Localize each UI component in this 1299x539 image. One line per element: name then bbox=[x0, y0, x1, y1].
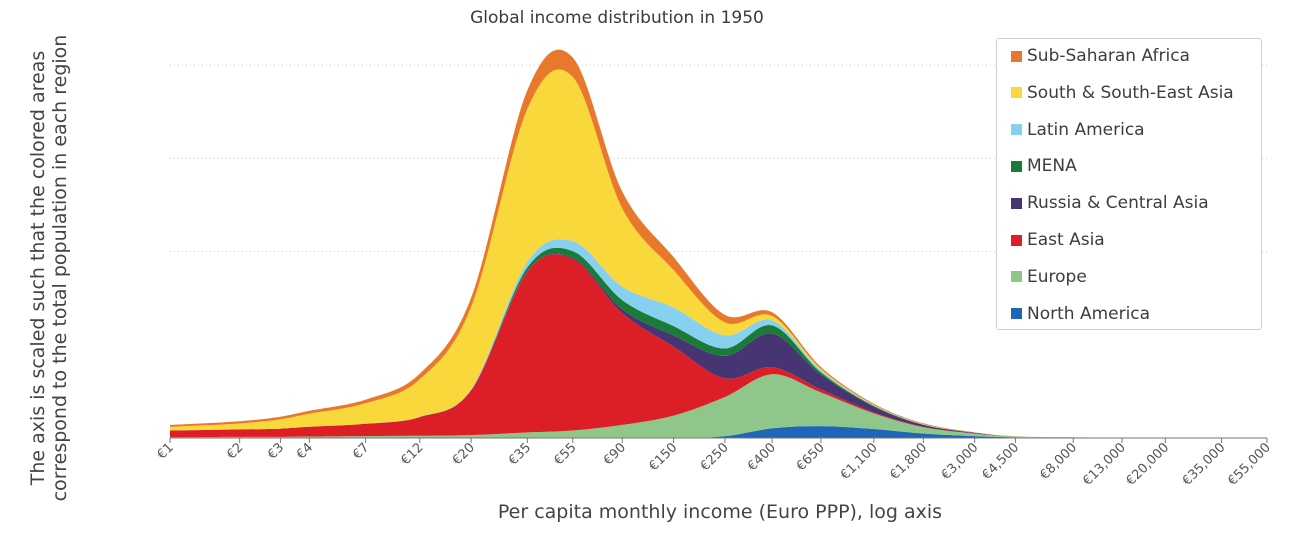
x-tick-label: €13,000 bbox=[1080, 440, 1129, 489]
legend-label: South & South-East Asia bbox=[1027, 82, 1234, 103]
legend-swatch bbox=[1011, 271, 1022, 283]
y-axis-title-line-2: correspond to the total population in ea… bbox=[49, 35, 71, 502]
legend-label: Latin America bbox=[1027, 119, 1145, 140]
x-tick-label: €55 bbox=[551, 440, 579, 468]
legend-label: East Asia bbox=[1027, 230, 1105, 250]
legend-item-europe[interactable]: Europe bbox=[1011, 265, 1087, 289]
x-axis-title: Per capita monthly income (Euro PPP), lo… bbox=[498, 501, 942, 523]
legend-label: North America bbox=[1027, 303, 1151, 324]
x-tick-label: €1,800 bbox=[887, 440, 930, 483]
legend-swatch bbox=[1011, 160, 1022, 172]
legend-label: Sub-Saharan Africa bbox=[1027, 46, 1190, 66]
chart-title: Global income distribution in 1950 bbox=[470, 8, 764, 28]
legend-item-mena[interactable]: MENA bbox=[1011, 154, 1077, 178]
x-axis: €1 €2 €3 €4 €7 €12 €20 €35 €55 €90 €150 €250 €400 €65… bbox=[155, 437, 1274, 489]
legend-swatch bbox=[1011, 234, 1022, 246]
legend-item-sub-saharan-africa[interactable]: Sub-Saharan Africa bbox=[1011, 44, 1190, 68]
y-axis-title: The axis is scaled such that the colored… bbox=[27, 35, 71, 502]
legend-label: Russia & Central Asia bbox=[1027, 193, 1209, 214]
x-tick-label: €4,500 bbox=[979, 440, 1022, 483]
legend-swatch bbox=[1011, 197, 1022, 209]
legend-item-east-asia[interactable]: East Asia bbox=[1011, 228, 1105, 252]
x-tick-label: €2 bbox=[224, 440, 246, 462]
x-tick-label: €12 bbox=[398, 440, 426, 468]
x-tick-label: €20,000 bbox=[1124, 440, 1173, 489]
x-tick-label: €8,000 bbox=[1037, 440, 1080, 483]
x-tick-label: €150 bbox=[646, 440, 680, 474]
x-tick-label: €1 bbox=[155, 440, 177, 462]
y-axis-title-line-1: The axis is scaled such that the colored… bbox=[27, 51, 49, 487]
legend-item-south-south-east-asia[interactable]: South & South-East Asia bbox=[1011, 81, 1234, 105]
legend-swatch bbox=[1011, 87, 1022, 99]
x-tick-label: €90 bbox=[601, 440, 629, 468]
x-tick-label: €35 bbox=[506, 440, 534, 468]
legend-item-russia-central-asia[interactable]: Russia & Central Asia bbox=[1011, 191, 1209, 215]
legend-swatch bbox=[1011, 308, 1022, 320]
area-latin-america bbox=[170, 239, 1267, 439]
x-tick-label: €3 bbox=[265, 440, 287, 462]
stacked-areas bbox=[170, 49, 1267, 439]
legend-swatch bbox=[1011, 50, 1022, 62]
x-tick-label: €4 bbox=[294, 440, 316, 462]
x-tick-label: €1,100 bbox=[838, 440, 881, 483]
x-tick-label: €3,000 bbox=[939, 440, 982, 483]
x-tick-label: €55,000 bbox=[1225, 440, 1274, 489]
x-tick-label: €250 bbox=[698, 440, 732, 474]
legend-swatch bbox=[1011, 124, 1022, 136]
legend-label: Europe bbox=[1027, 266, 1087, 287]
legend-item-latin-america[interactable]: Latin America bbox=[1011, 118, 1145, 142]
x-tick-label: €400 bbox=[745, 440, 779, 474]
legend: Sub-Saharan Africa South & South-East Asi… bbox=[996, 38, 1262, 330]
x-tick-label: €35,000 bbox=[1180, 440, 1229, 489]
gridlines bbox=[170, 64, 1267, 252]
area-europe bbox=[170, 374, 1267, 439]
x-tick-label: €650 bbox=[794, 440, 828, 474]
legend-item-north-america[interactable]: North America bbox=[1011, 302, 1150, 326]
x-tick-label: €7 bbox=[350, 440, 372, 462]
x-tick-label: €20 bbox=[450, 440, 478, 468]
legend-label: MENA bbox=[1027, 156, 1077, 177]
